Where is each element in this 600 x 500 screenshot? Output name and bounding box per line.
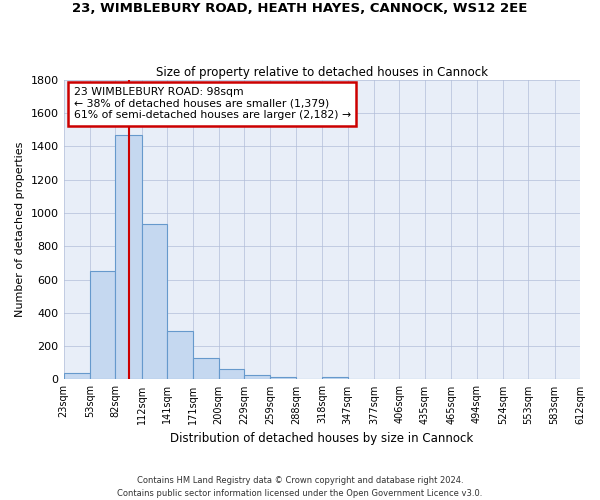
Bar (142, 224, 167, 380)
Bar (90, 271, 115, 380)
Text: 23 WIMBLEBURY ROAD: 98sqm
← 38% of detached houses are smaller (1,379)
61% of se: 23 WIMBLEBURY ROAD: 98sqm ← 38% of detac… (74, 87, 351, 120)
Text: Contains HM Land Registry data © Crown copyright and database right 2024.
Contai: Contains HM Land Registry data © Crown c… (118, 476, 482, 498)
Bar (64, 373, 90, 380)
Y-axis label: Number of detached properties: Number of detached properties (15, 142, 25, 317)
Bar (296, 378, 322, 380)
Bar (271, 377, 296, 380)
Bar (193, 358, 219, 380)
Title: Size of property relative to detached houses in Cannock: Size of property relative to detached ho… (156, 66, 488, 78)
Bar (244, 376, 271, 380)
Bar (115, 134, 142, 380)
Bar (219, 368, 244, 380)
X-axis label: Distribution of detached houses by size in Cannock: Distribution of detached houses by size … (170, 432, 473, 445)
Text: 23, WIMBLEBURY ROAD, HEATH HAYES, CANNOCK, WS12 2EE: 23, WIMBLEBURY ROAD, HEATH HAYES, CANNOC… (73, 2, 527, 16)
Bar (322, 377, 347, 380)
Bar (167, 331, 193, 380)
